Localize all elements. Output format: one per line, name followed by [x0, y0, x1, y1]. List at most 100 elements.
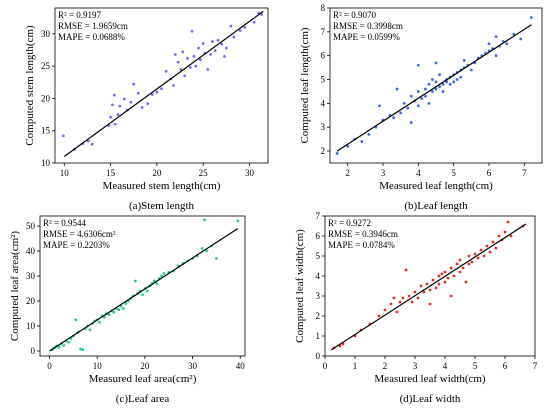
x-axis-label: Measured stem length(cm) — [103, 180, 221, 192]
x-axis-label: Measured leaf width(cm) — [374, 373, 486, 385]
data-point — [162, 272, 166, 275]
data-point — [335, 152, 339, 155]
data-point — [431, 90, 434, 93]
y-tick-label: 20 — [26, 296, 36, 306]
data-point — [424, 87, 427, 91]
plot-frame — [54, 7, 269, 164]
stat-label: RMSE = 4.6306cm² — [43, 229, 116, 239]
data-point — [494, 246, 498, 250]
data-point — [98, 320, 101, 324]
stat-label: RMSE = 1.9659cm — [58, 21, 128, 31]
data-point — [252, 20, 256, 24]
data-point — [431, 278, 435, 282]
data-point — [395, 310, 399, 314]
data-point — [458, 258, 462, 262]
data-point — [402, 101, 406, 105]
y-tick-label: 0 — [31, 346, 36, 356]
data-point — [164, 69, 168, 73]
data-point — [389, 302, 393, 306]
data-point — [473, 252, 477, 256]
y-tick-label: 6 — [321, 51, 326, 61]
data-point — [203, 218, 206, 222]
y-axis-label: Computed stem length(cm) — [24, 25, 36, 146]
x-tick-label: 3 — [413, 361, 418, 371]
data-point — [455, 78, 459, 81]
data-point — [398, 300, 402, 304]
data-point — [205, 249, 209, 253]
data-point — [140, 106, 144, 109]
data-point — [416, 104, 420, 108]
stat-label: R² = 0.9272 — [328, 218, 371, 228]
data-point — [67, 340, 71, 344]
y-axis-label: Computed leaf width(cm) — [294, 229, 306, 343]
data-point — [198, 58, 202, 62]
data-point — [428, 302, 432, 306]
data-point — [74, 318, 78, 322]
data-point — [155, 282, 159, 285]
stat-label: MAPE = 0.2203% — [43, 240, 110, 250]
data-point — [172, 84, 175, 87]
data-point — [479, 248, 483, 252]
fit-line — [49, 227, 239, 352]
data-point — [469, 68, 473, 72]
data-point — [401, 296, 405, 300]
stat-label: MAPE = 0.0784% — [328, 240, 395, 250]
x-tick-label: 40 — [236, 361, 246, 371]
data-point — [200, 247, 204, 250]
x-tick-label: 30 — [188, 361, 198, 371]
data-point — [530, 16, 533, 19]
x-tick-label: 30 — [245, 168, 255, 178]
y-tick-label: 2 — [321, 146, 326, 156]
y-tick-label: 8 — [321, 3, 326, 13]
data-point — [118, 104, 122, 108]
data-point — [232, 35, 236, 39]
x-tick-label: 1 — [353, 361, 358, 371]
data-point — [434, 61, 438, 65]
data-point — [416, 63, 420, 67]
data-point — [160, 87, 163, 91]
y-tick-label: 15 — [41, 126, 51, 136]
y-tick-label: 20 — [41, 93, 51, 103]
x-tick-label: 2 — [383, 361, 388, 371]
data-point — [122, 307, 125, 310]
data-point — [509, 234, 513, 238]
data-point — [459, 75, 463, 79]
data-point — [160, 274, 163, 278]
data-point — [424, 94, 427, 98]
y-tick-label: 10 — [26, 321, 36, 331]
data-point — [146, 102, 150, 105]
x-tick-label: 3 — [381, 168, 386, 178]
stat-label: RMSE = 0.3998cm — [333, 21, 403, 31]
data-point — [186, 56, 189, 60]
data-point — [132, 82, 136, 86]
x-tick-label: 20 — [152, 168, 162, 178]
data-point — [136, 91, 140, 95]
data-point — [467, 254, 471, 258]
x-tick-label: 5 — [451, 168, 456, 178]
y-tick-label: 10 — [41, 158, 51, 168]
y-axis-label: Computed leaf length(cm) — [299, 27, 311, 143]
data-point — [133, 279, 137, 283]
data-point — [452, 274, 456, 278]
data-point — [497, 234, 501, 238]
y-tick-label: 1 — [316, 331, 321, 341]
data-point — [410, 300, 414, 304]
data-point — [464, 280, 468, 284]
y-tick-label: 30 — [26, 271, 36, 281]
data-point — [176, 60, 180, 64]
plot-frame — [324, 215, 536, 357]
data-point — [61, 134, 65, 138]
stat-label: R² = 0.9197 — [58, 10, 102, 20]
data-point — [409, 121, 413, 124]
y-tick-label: 0 — [316, 351, 321, 361]
data-point — [236, 219, 240, 223]
data-point — [446, 276, 450, 280]
y-axis-label: Computed leaf area(cm²) — [9, 231, 21, 342]
data-point — [392, 296, 396, 300]
data-point — [112, 93, 116, 97]
fit-line — [63, 10, 264, 158]
data-point — [124, 302, 128, 305]
x-tick-label: 5 — [473, 361, 478, 371]
